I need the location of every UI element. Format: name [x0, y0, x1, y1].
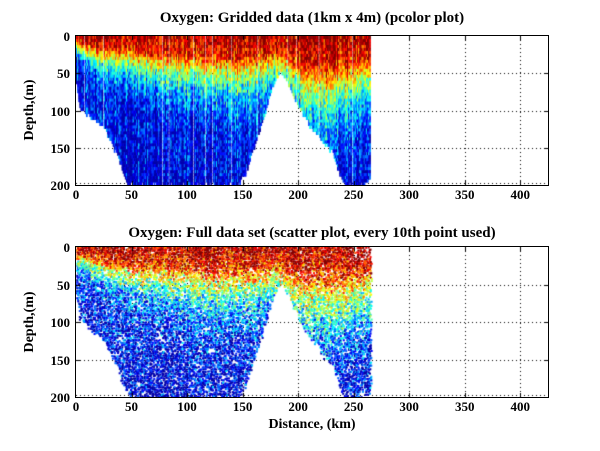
y-tick-label: 150 — [50, 352, 71, 368]
y-tick-label: 100 — [50, 315, 71, 330]
x-tick-label: 0 — [72, 399, 80, 414]
x-tick-label: 400 — [510, 399, 530, 414]
x-tick-label: 150 — [232, 187, 253, 202]
x-tick-label: 50 — [125, 399, 139, 414]
y-tick-label: 100 — [50, 103, 71, 119]
y-tick-label: 150 — [50, 140, 71, 156]
x-tick-label: 350 — [454, 399, 475, 414]
y-tick-label: 0 — [63, 29, 71, 44]
pcolor-plot-canvas — [75, 35, 549, 186]
y-tick-label: 0 — [63, 240, 71, 255]
x-tick-label: 50 — [125, 187, 139, 202]
x-tick-label: 350 — [454, 187, 475, 202]
x-tick-label: 300 — [399, 187, 419, 202]
x-tick-label: 300 — [399, 399, 419, 414]
x-axis-label: Distance, (km) — [268, 417, 356, 432]
x-tick-label: 200 — [288, 399, 308, 414]
x-tick-label: 150 — [232, 399, 253, 414]
x-tick-label: 100 — [177, 187, 197, 202]
x-tick-label: 250 — [343, 399, 364, 414]
x-tick-label: 200 — [288, 187, 308, 202]
scatter-plot-canvas — [75, 246, 549, 398]
x-tick-label: 0 — [72, 187, 80, 202]
x-tick-label: 100 — [177, 399, 197, 414]
x-tick-label: 250 — [343, 187, 364, 202]
scatter-subplot-title: Oxygen: Full data set (scatter plot, eve… — [128, 225, 496, 241]
y-tick-label: 50 — [57, 66, 70, 82]
y-tick-label: 50 — [57, 277, 70, 293]
x-tick-label: 400 — [510, 187, 530, 202]
pcolor-subplot-title: Oxygen: Gridded data (1km x 4m) (pcolor … — [159, 10, 465, 26]
y-tick-label: 200 — [50, 390, 71, 405]
y-tick-label: 200 — [50, 178, 71, 193]
